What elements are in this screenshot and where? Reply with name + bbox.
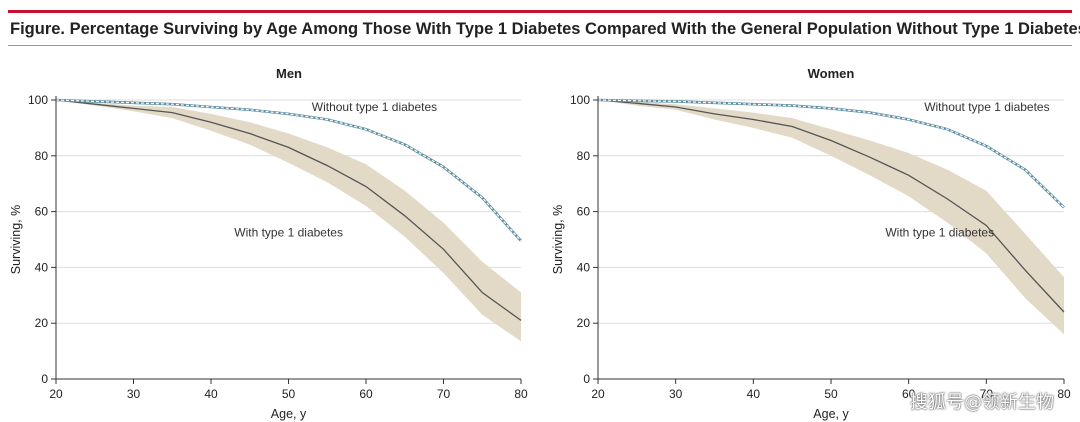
series-line-general-men bbox=[55, 98, 522, 242]
series-line-general-dash-women bbox=[597, 99, 1065, 208]
y-tick-label-women: 0 bbox=[583, 372, 590, 386]
accent-rule bbox=[8, 10, 1072, 13]
x-tick-label-women: 40 bbox=[747, 387, 761, 401]
x-axis-title-men: Age, y bbox=[271, 407, 307, 421]
x-tick-label-men: 30 bbox=[127, 387, 141, 401]
x-axis-title-women: Age, y bbox=[813, 407, 849, 421]
x-tick-label-men: 20 bbox=[49, 387, 63, 401]
figure-title: Figure. Percentage Surviving by Age Amon… bbox=[10, 20, 1080, 38]
x-tick-label-men: 80 bbox=[514, 387, 528, 401]
y-tick-label-women: 100 bbox=[570, 93, 590, 107]
watermark: 搜狐号@领新生物 bbox=[910, 392, 1054, 413]
y-tick-label-women: 80 bbox=[577, 149, 591, 163]
title-divider bbox=[8, 45, 1072, 46]
y-tick-label-men: 80 bbox=[35, 149, 49, 163]
series-line-type1-women bbox=[597, 99, 1065, 313]
x-tick-label-women: 20 bbox=[591, 387, 605, 401]
annotation-men-0: Without type 1 diabetes bbox=[312, 100, 437, 114]
confidence-band-men bbox=[56, 100, 521, 342]
x-tick-label-women: 50 bbox=[824, 387, 838, 401]
y-axis-title-men: Surviving, % bbox=[9, 205, 23, 274]
x-tick-label-men: 50 bbox=[282, 387, 296, 401]
panel-title-women: Women bbox=[808, 66, 855, 81]
x-tick-label-women: 80 bbox=[1057, 387, 1071, 401]
y-tick-label-women: 60 bbox=[577, 205, 591, 219]
x-tick-label-men: 70 bbox=[437, 387, 451, 401]
series-line-general-dash-men bbox=[55, 99, 522, 242]
confidence-band-women bbox=[598, 100, 1064, 335]
series-line-type1-men bbox=[55, 99, 522, 321]
y-tick-label-men: 60 bbox=[35, 205, 49, 219]
y-tick-label-men: 40 bbox=[35, 260, 49, 274]
x-tick-label-women: 70 bbox=[980, 387, 994, 401]
y-tick-label-women: 20 bbox=[577, 316, 591, 330]
annotation-women-1: With type 1 diabetes bbox=[885, 226, 994, 240]
y-tick-label-men: 100 bbox=[28, 93, 48, 107]
x-tick-label-women: 30 bbox=[669, 387, 683, 401]
x-tick-label-women: 60 bbox=[902, 387, 916, 401]
x-tick-label-men: 40 bbox=[204, 387, 218, 401]
y-tick-label-women: 40 bbox=[577, 260, 591, 274]
annotation-men-1: With type 1 diabetes bbox=[234, 226, 343, 240]
annotation-women-0: Without type 1 diabetes bbox=[924, 100, 1049, 114]
x-tick-label-men: 60 bbox=[359, 387, 373, 401]
y-axis-title-women: Surviving, % bbox=[551, 205, 565, 274]
panel-title-men: Men bbox=[276, 66, 302, 81]
y-tick-label-men: 20 bbox=[35, 316, 49, 330]
y-tick-label-men: 0 bbox=[41, 372, 48, 386]
